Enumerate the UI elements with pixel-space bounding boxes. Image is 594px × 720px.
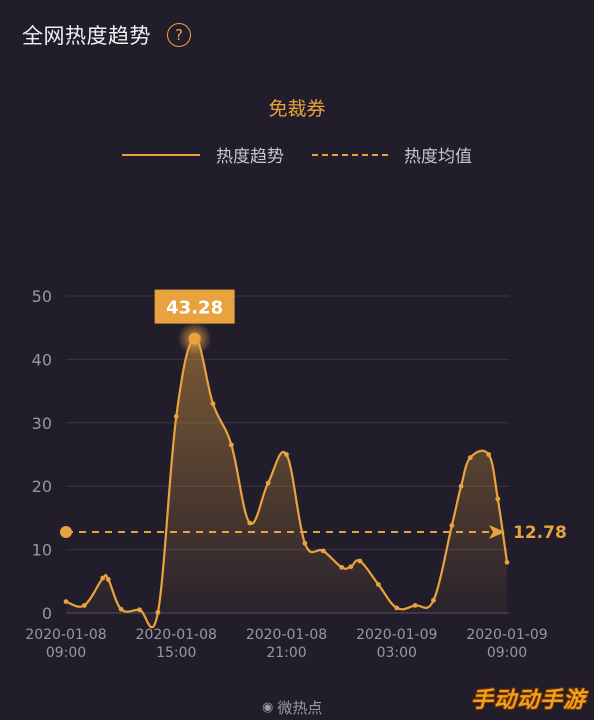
data-point[interactable] <box>105 576 111 582</box>
x-tick-label: 2020-01-08 09:00 <box>25 627 106 661</box>
data-point[interactable] <box>431 597 436 603</box>
data-point[interactable] <box>320 548 326 554</box>
data-point[interactable] <box>137 607 142 613</box>
peak-dot <box>188 332 201 345</box>
data-point[interactable] <box>495 496 501 502</box>
mean-value-label: 12.78 <box>513 523 567 543</box>
data-point[interactable] <box>375 582 381 587</box>
data-point[interactable] <box>449 523 455 528</box>
x-tick-label: 2020-01-08 15:00 <box>136 627 217 661</box>
data-point[interactable] <box>467 455 473 461</box>
data-point[interactable] <box>63 599 69 604</box>
data-point[interactable] <box>284 452 289 457</box>
data-point[interactable] <box>228 442 234 448</box>
y-tick-label: 50 <box>32 287 52 306</box>
x-tick-label: 2020-01-09 03:00 <box>356 627 437 661</box>
legend-dashed-line-icon <box>312 153 388 156</box>
help-icon[interactable]: ? <box>167 23 191 47</box>
mean-arrow-icon <box>489 524 505 539</box>
mean-start-dot <box>60 525 72 538</box>
y-tick-label: 40 <box>32 350 52 369</box>
y-tick-label: 20 <box>32 477 52 496</box>
chart-title: 免裁券 <box>268 98 326 120</box>
y-axis-ticks: 0 10 20 30 40 50 <box>32 287 52 623</box>
peak-tooltip <box>154 289 235 324</box>
watermark: 手动动手游 <box>470 688 586 713</box>
data-point[interactable] <box>247 520 253 526</box>
data-point[interactable] <box>394 605 400 611</box>
chart-legend: 热度趋势 热度均值 <box>0 142 594 167</box>
data-point[interactable] <box>173 414 179 419</box>
page-title: 全网热度趋势 <box>22 24 151 48</box>
data-point[interactable] <box>339 564 345 570</box>
x-tick-label: 2020-01-08 21:00 <box>246 627 327 661</box>
data-point[interactable] <box>265 480 271 486</box>
data-point[interactable] <box>118 606 124 612</box>
data-point[interactable] <box>412 602 418 608</box>
trend-area <box>66 338 507 628</box>
data-point[interactable] <box>210 401 216 407</box>
data-point[interactable] <box>458 483 464 489</box>
legend-item-trend[interactable]: 热度趋势 <box>122 142 284 167</box>
data-point[interactable] <box>302 540 308 546</box>
legend-label-trend: 热度趋势 <box>216 147 284 167</box>
legend-label-mean: 热度均值 <box>404 147 472 167</box>
y-tick-label: 10 <box>32 541 52 560</box>
legend-item-mean[interactable]: 热度均值 <box>312 142 472 167</box>
x-axis-ticks: 2020-01-08 09:00 2020-01-08 15:00 2020-01-08… <box>25 627 547 661</box>
source-label: 微热点 <box>277 699 323 717</box>
legend-solid-line-icon <box>122 153 200 156</box>
data-point[interactable] <box>100 575 106 581</box>
y-tick-label: 0 <box>42 604 52 623</box>
data-point[interactable] <box>81 602 87 608</box>
source-credit: ◉ 微热点 <box>262 697 322 718</box>
data-point[interactable] <box>348 564 354 570</box>
header: 全网热度趋势 ? <box>22 20 191 50</box>
data-point[interactable] <box>486 452 492 457</box>
peak-value-label: 43.28 <box>166 298 223 319</box>
y-tick-label: 30 <box>32 414 52 433</box>
trend-points <box>63 336 510 615</box>
data-point[interactable] <box>357 558 363 564</box>
x-tick-label: 2020-01-09 09:00 <box>466 627 547 661</box>
data-point[interactable] <box>155 609 161 615</box>
data-point[interactable] <box>504 559 510 565</box>
weibo-icon: ◉ <box>262 700 274 715</box>
